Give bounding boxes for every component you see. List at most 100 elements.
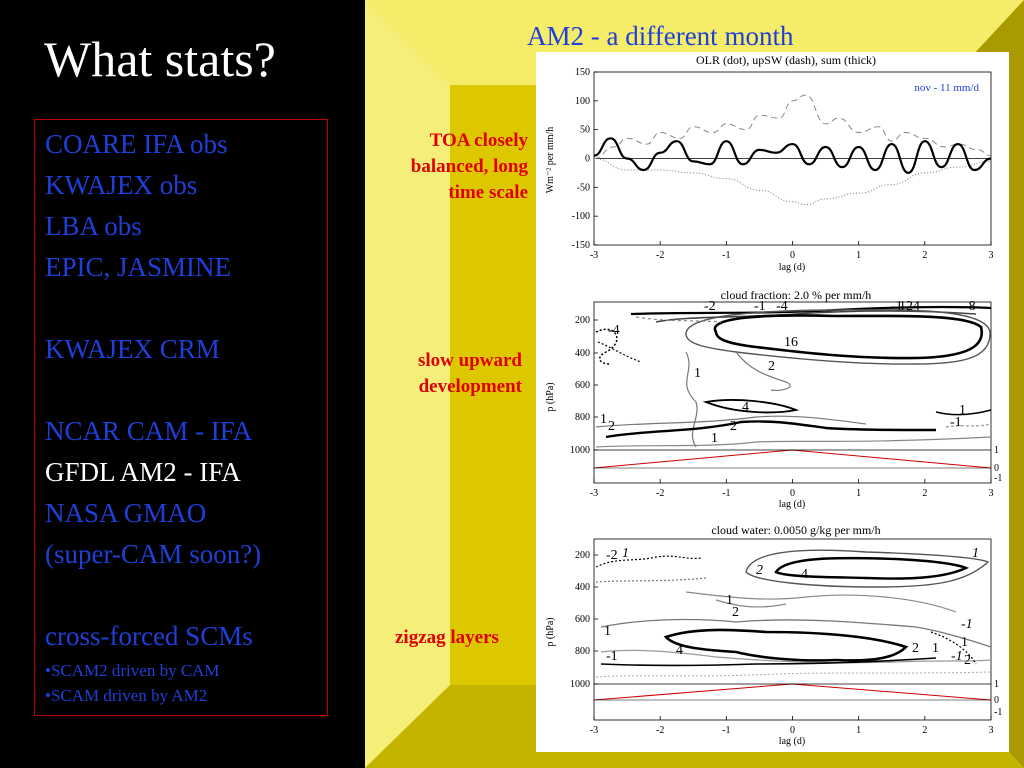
y-tick-label: 200 — [575, 550, 590, 561]
list-item-highlighted: GFDL AM2 - IFA — [45, 457, 241, 487]
panel3-title: cloud water: 0.0050 g/kg per mm/h — [711, 523, 880, 537]
y-tick-label: 100 — [575, 96, 590, 107]
list-item: LBA obs — [45, 211, 142, 241]
y-tick-label: 400 — [575, 348, 590, 359]
x-tick-label: 3 — [989, 488, 994, 499]
contour-label: 2 — [732, 605, 739, 620]
panel1-xlabel: lag (d) — [779, 262, 805, 273]
x-tick-label: 1 — [856, 250, 861, 261]
contour-label: -8 — [964, 299, 976, 314]
x-tick-label: 0 — [790, 725, 795, 736]
model-list-box: COARE IFA obs KWAJEX obs LBA obs EPIC, J… — [34, 119, 328, 716]
contour-label: 2 — [756, 563, 763, 578]
panel1-title: OLR (dot), upSW (dash), sum (thick) — [696, 53, 876, 67]
rain-axis-label: 1 — [994, 445, 999, 456]
panel1-ylabel: Wm⁻² per mm/h — [545, 127, 556, 194]
contour-label: -4 — [776, 299, 788, 314]
contour-label: 2 — [912, 641, 919, 656]
x-tick-label: 1 — [856, 488, 861, 499]
figure-svg: OLR (dot), upSW (dash), sum (thick) nov … — [545, 53, 1002, 747]
contour-label: 2 — [730, 419, 737, 434]
contour-label: -1 — [951, 649, 963, 664]
y-tick-label: 800 — [575, 412, 590, 423]
panel1-series — [593, 94, 992, 206]
x-tick-label: -1 — [722, 725, 730, 736]
contour-label: -2 — [704, 299, 716, 314]
annotation-slow: slow upward development — [380, 348, 522, 400]
contour-label: 1 — [972, 546, 979, 561]
rain-axis-label: 0 — [994, 463, 999, 474]
panel2-xlabel: lag (d) — [779, 499, 805, 510]
rain-axis-label: 0 — [994, 695, 999, 706]
x-tick-label: 3 — [989, 250, 994, 261]
x-tick-label: 0 — [790, 250, 795, 261]
contour-label: 1 — [726, 593, 733, 608]
panel3-xlabel: lag (d) — [779, 736, 805, 747]
contour-label: -2 — [606, 548, 618, 563]
contour-label: 2 — [768, 359, 775, 374]
list-item: EPIC, JASMINE — [45, 252, 232, 282]
x-tick-label: -3 — [590, 488, 598, 499]
x-tick-label: 2 — [922, 250, 927, 261]
contour-label: 1 — [600, 412, 607, 427]
contour-label: 1 — [604, 624, 611, 639]
panel2-rain-curve — [593, 449, 992, 469]
contour-label: 16 — [784, 335, 798, 350]
panel3-ylabel: p (hPa) — [545, 617, 556, 646]
annotation-line: slow upward — [418, 350, 522, 371]
series-line — [593, 94, 992, 159]
contour-label: 4 — [801, 567, 808, 582]
panel2-title: cloud fraction: 2.0 % per mm/h — [721, 288, 872, 302]
contour-label: 1 — [622, 546, 629, 561]
annotation-line: TOA closely — [429, 130, 528, 151]
list-item: COARE IFA obs — [45, 129, 228, 159]
contour-label: 2 — [608, 419, 615, 434]
contour-label: 1 — [694, 366, 701, 381]
contour-label: -1 — [950, 415, 962, 430]
y-tick-label: 150 — [575, 67, 590, 78]
y-tick-label: 200 — [575, 315, 590, 326]
slide-title: What stats? — [44, 31, 276, 87]
contour-label: -1 — [754, 299, 766, 314]
series-line — [593, 137, 992, 175]
y-tick-label: -50 — [577, 182, 590, 193]
x-tick-label: -2 — [656, 488, 664, 499]
list-item: KWAJEX CRM — [45, 334, 220, 364]
x-tick-label: 2 — [922, 488, 927, 499]
list-item: KWAJEX obs — [45, 170, 198, 200]
rain-axis-label: -1 — [994, 473, 1002, 484]
list-item: (super-CAM soon?) — [45, 539, 262, 569]
left-panel: What stats? COARE IFA obs KWAJEX obs LBA… — [0, 0, 365, 768]
rain-axis-label: 1 — [994, 679, 999, 690]
x-tick-label: -3 — [590, 725, 598, 736]
y-tick-label: 0 — [585, 154, 590, 165]
annotation-zigzag: zigzag layers — [395, 627, 499, 648]
x-tick-label: 3 — [989, 725, 994, 736]
contour-label: -4 — [608, 323, 620, 338]
series-line — [593, 158, 992, 206]
contour-label: 4 — [742, 400, 749, 415]
contour-label: 1 — [932, 641, 939, 656]
x-tick-label: 1 — [856, 725, 861, 736]
x-tick-label: -1 — [722, 250, 730, 261]
x-tick-label: -3 — [590, 250, 598, 261]
panel1-note: nov - 11 mm/d — [914, 82, 979, 94]
y-tick-label: 1000 — [570, 679, 590, 690]
annotation-toa: TOA closely balanced, long time scale — [396, 128, 528, 206]
contour-label: 1 — [959, 403, 966, 418]
y-tick-label: 50 — [580, 125, 590, 136]
contour-label: -1 — [891, 299, 903, 314]
x-tick-label: 2 — [922, 725, 927, 736]
contour-label: 124 — [899, 299, 920, 314]
contour-label: 1 — [961, 635, 968, 650]
slide-heading: AM2 - a different month — [527, 21, 794, 51]
y-tick-label: -150 — [572, 240, 590, 251]
panel2-axes-frame — [593, 301, 992, 484]
annotation-line: time scale — [448, 182, 528, 203]
annotation-line: balanced, long — [410, 156, 528, 177]
panel1-ticks: -3 -2 -1 0 1 2 3 150 100 50 0 -50 -100 -150 — [572, 67, 994, 261]
list-item: cross-forced SCMs — [45, 621, 253, 651]
list-subitem: •SCAM2 driven by CAM — [45, 661, 220, 680]
